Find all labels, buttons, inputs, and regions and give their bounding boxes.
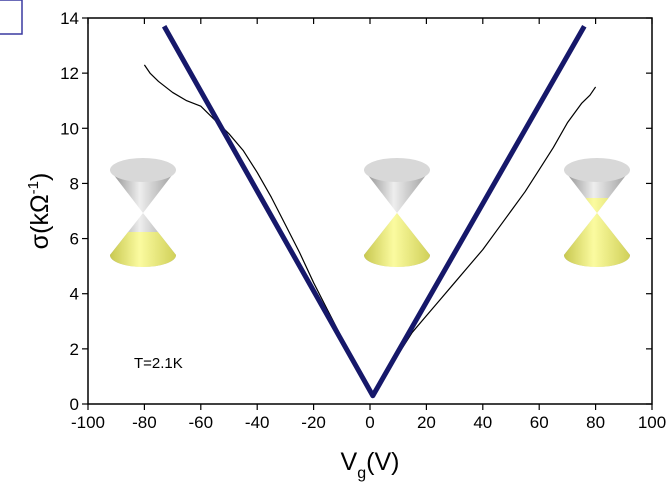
x-tick-label: 80	[586, 413, 605, 432]
cone-upper	[110, 170, 176, 213]
y-tick-label: 12	[60, 64, 79, 83]
cone-lower	[364, 213, 430, 267]
cone-upper	[585, 198, 609, 213]
x-tick-label: 60	[530, 413, 549, 432]
x-tick-label: 40	[473, 413, 492, 432]
y-tick-label: 8	[70, 174, 79, 193]
cone-top	[564, 158, 630, 182]
plot-frame	[87, 17, 653, 405]
cone-top	[364, 158, 430, 182]
x-axis-label: Vg(V)	[341, 448, 400, 482]
y-tick-label: 0	[70, 395, 79, 414]
y-tick-label: 14	[60, 9, 79, 28]
y-tick-label: 4	[70, 285, 79, 304]
y-axis-label: σ(kΩ-1)	[25, 173, 54, 250]
corner-frame	[0, 0, 23, 35]
x-tick-label: -60	[189, 413, 214, 432]
x-tick-label: 100	[638, 413, 666, 432]
data-line	[161, 25, 587, 399]
dirac-cones	[110, 158, 630, 267]
annotation: T=2.1K	[134, 355, 183, 372]
cone-lower	[564, 213, 630, 267]
x-tick-label: -80	[132, 413, 157, 432]
cone-top	[110, 158, 176, 182]
cone-lower	[110, 232, 176, 267]
x-tick-label: -100	[71, 413, 105, 432]
y-tick-label: 2	[70, 340, 79, 359]
cone-upper	[364, 170, 430, 213]
x-tick-label: 0	[365, 413, 374, 432]
x-tick-label: -20	[301, 413, 326, 432]
y-tick-label: 10	[60, 119, 79, 138]
x-tick-label: 20	[417, 413, 436, 432]
x-tick-label: -40	[245, 413, 270, 432]
y-tick-label: 6	[70, 230, 79, 249]
cone-upper	[564, 170, 630, 213]
